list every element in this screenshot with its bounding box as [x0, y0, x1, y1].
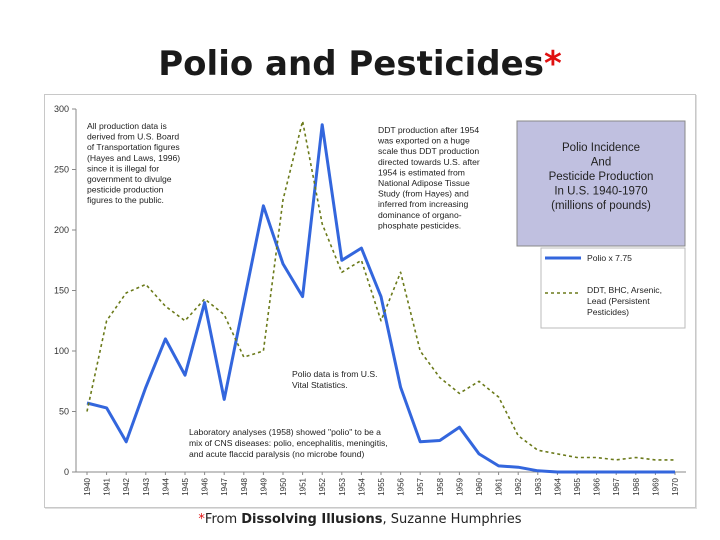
inset-title-line: (millions of pounds) — [551, 200, 651, 212]
x-tick-label: 1950 — [279, 477, 288, 495]
annotation-ddt: 1954 is estimated from — [378, 167, 465, 177]
legend-polio-label: Polio x 7.75 — [587, 253, 632, 263]
annotation-ddt: DDT production after 1954 — [378, 125, 479, 135]
annotation-production: figures to the public. — [87, 195, 164, 205]
x-tick-label: 1960 — [475, 477, 484, 495]
x-tick-label: 1949 — [259, 477, 268, 495]
x-tick-label: 1958 — [436, 477, 445, 495]
annotation-production: (Hayes and Laws, 1996) — [87, 153, 180, 163]
annotation-ddt: phosphate pesticides. — [378, 220, 461, 230]
annotation-ddt: scale thus DDT production — [378, 146, 479, 156]
x-tick-label: 1964 — [553, 477, 562, 495]
annotation-ddt: Study (from Hayes) and — [378, 189, 469, 199]
x-tick-label: 1970 — [671, 477, 680, 495]
y-tick-label: 200 — [54, 225, 69, 235]
x-tick-label: 1969 — [651, 477, 660, 495]
polio-series-line — [86, 123, 675, 474]
citation-author: , Suzanne Humphries — [382, 512, 522, 527]
inset-title-box — [516, 120, 686, 247]
annotation-production: All production data is — [87, 121, 167, 131]
annotation-ddt: dominance of organo- — [378, 210, 462, 220]
x-tick-label: 1955 — [377, 477, 386, 495]
x-tick-label: 1966 — [593, 477, 602, 495]
x-tick-label: 1941 — [103, 477, 112, 495]
legend-box — [540, 247, 686, 329]
x-tick-label: 1957 — [416, 477, 425, 495]
chart-frame: 0 50 100 150 200 250 300 1940 1941 1942 1943 1944 19… — [44, 94, 696, 508]
x-tick-label: 1940 — [83, 477, 92, 495]
y-tick-label: 100 — [54, 346, 69, 356]
annotation-production: government to divulge — [87, 174, 172, 184]
x-tick-label: 1956 — [397, 477, 406, 495]
page-title: Polio and Pesticides* — [0, 44, 720, 84]
annotation-lab-analyses: mix of CNS diseases: polio, encephalitis… — [189, 438, 388, 448]
legend-pesticide-label: Lead (Persistent — [587, 296, 650, 306]
y-tick-label: 50 — [59, 407, 69, 417]
pesticide-series-line — [86, 120, 675, 461]
x-tick-label: 1943 — [142, 477, 151, 495]
inset-title-line: Polio Incidence — [562, 142, 640, 154]
citation-prefix: From — [204, 512, 242, 527]
inset-title-line: And — [591, 157, 611, 169]
annotation-lab-analyses: and acute flaccid paralysis (no microbe … — [189, 449, 364, 459]
x-tick-label: 1962 — [514, 477, 523, 495]
polio-pesticide-chart: 0 50 100 150 200 250 300 1940 1941 1942 1943 1944 19… — [54, 104, 686, 496]
y-tick-label: 300 — [54, 104, 69, 114]
x-tick-label: 1947 — [220, 477, 229, 495]
x-tick-label: 1951 — [299, 477, 308, 495]
y-tick-label: 150 — [54, 286, 69, 296]
x-tick-label: 1963 — [534, 477, 543, 495]
x-tick-label: 1954 — [357, 477, 366, 495]
annotation-ddt: was exported on a huge — [377, 136, 470, 146]
title-text: Polio and Pesticides — [158, 44, 544, 84]
legend-pesticide-label: DDT, BHC, Arsenic, — [587, 285, 662, 295]
annotation-polio-source: Polio data is from U.S. — [292, 369, 378, 379]
x-tick-label: 1942 — [122, 477, 131, 495]
y-tick-label: 250 — [54, 165, 69, 175]
annotation-ddt: inferred from increasing — [378, 199, 468, 209]
annotation-polio-source: Vital Statistics. — [292, 380, 348, 390]
x-tick-label: 1959 — [455, 477, 464, 495]
annotation-ddt: National Adipose Tissue — [378, 178, 470, 188]
x-tick-label: 1968 — [632, 477, 641, 495]
title-star: * — [543, 44, 562, 84]
x-tick-label: 1946 — [201, 477, 210, 495]
annotation-lab-analyses: Laboratory analyses (1958) showed "polio… — [189, 427, 381, 437]
annotation-production: since it is illegal for — [87, 163, 159, 173]
x-tick-label: 1965 — [573, 477, 582, 495]
x-tick-label: 1945 — [181, 477, 190, 495]
annotation-production: pesticide production — [87, 185, 164, 195]
annotation-ddt: directed towards U.S. after — [378, 157, 480, 167]
inset-title-line: Pesticide Production — [549, 171, 654, 183]
x-tick-label: 1948 — [240, 477, 249, 495]
x-tick-label: 1967 — [612, 477, 621, 495]
inset-title-line: In U.S. 1940-1970 — [554, 186, 647, 198]
citation-book: Dissolving Illusions — [241, 512, 383, 527]
x-tick-label: 1944 — [161, 477, 170, 495]
annotation-production: of Transportation figures — [87, 142, 180, 152]
citation-star: * — [198, 512, 205, 527]
y-tick-label: 0 — [64, 467, 69, 477]
x-tick-label: 1961 — [495, 477, 504, 495]
x-tick-label: 1952 — [318, 477, 327, 495]
source-citation: *From Dissolving Illusions, Suzanne Hump… — [0, 512, 720, 527]
legend-pesticide-label: Pesticides) — [587, 307, 629, 317]
annotation-production: derived from U.S. Board — [87, 132, 179, 142]
x-tick-label: 1953 — [338, 477, 347, 495]
